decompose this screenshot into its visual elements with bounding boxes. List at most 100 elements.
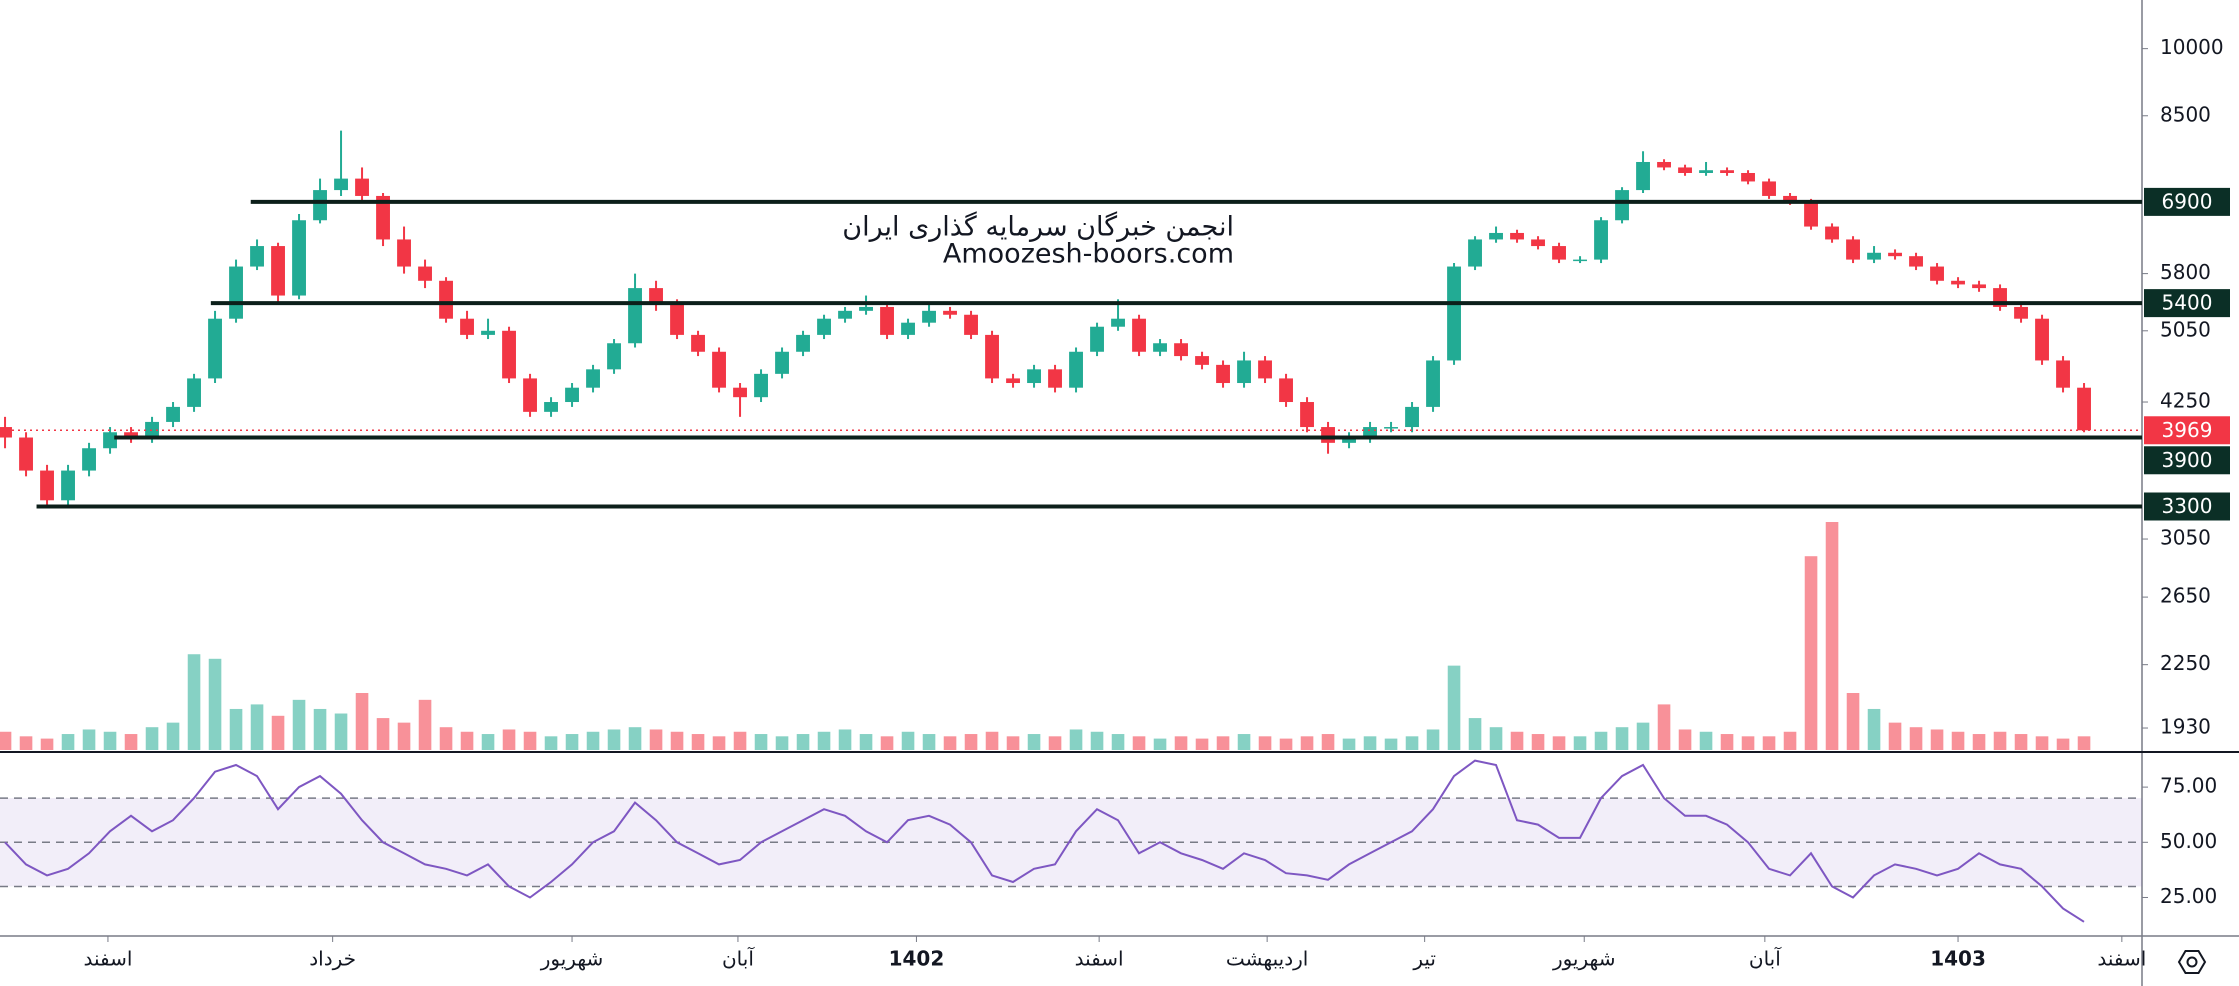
candle-body [943,310,957,315]
candle-body [544,402,558,412]
candle-body [628,288,642,344]
candle-body [817,318,831,335]
candle-body [1342,437,1356,443]
candle-body [1510,232,1524,240]
candle-body [2056,360,2070,388]
volume-bar [1447,665,1461,750]
volume-bar [628,727,642,750]
y-tick-label: 2650 [2160,584,2211,608]
volume-bar [880,736,894,750]
candle-body [1972,284,1986,289]
candle-body [1783,195,1797,202]
candle-body [1720,170,1734,173]
level-label-box [2144,289,2230,318]
volume-bar [1258,736,1272,750]
candle-body [376,195,390,240]
candle-body [481,330,495,335]
candle-body [985,334,999,379]
candle-body [1636,161,1650,191]
y-tick-label: 4250 [2160,389,2211,413]
volume-bar [1888,722,1902,750]
volume-bar [1069,729,1083,750]
y-tick-label: 3050 [2160,526,2211,550]
volume-bar [0,731,12,750]
y-tick-label: 5800 [2160,260,2211,284]
volume-bar [1531,734,1545,750]
candle-body [2077,387,2091,431]
volume-bar [1048,736,1062,750]
candle-body [712,351,726,388]
volume-bar [817,731,831,750]
candle-body [880,306,894,335]
level-label-box [2144,446,2230,475]
volume-bar [2035,736,2049,750]
volume-bar [775,736,789,750]
volume-bar [439,727,453,750]
candle-body [439,280,453,319]
candle-body [1573,259,1587,262]
volume-bar [19,736,33,750]
volume-bar [1342,738,1356,750]
watermark-text: Amoozesh-boors.com [943,239,1234,270]
x-tick-label: اسفند [2097,947,2146,971]
volume-bar [565,734,579,750]
volume-bar [1384,738,1398,750]
candle-body [1027,369,1041,384]
candle-body [1321,427,1335,443]
candle-body [1216,364,1230,384]
candle-body [250,246,264,267]
candle-body [82,448,96,471]
candle-body [19,437,33,471]
candle-body [103,432,117,449]
volume-bar [1867,708,1881,750]
volume-bar [124,734,138,750]
candle-body [208,318,222,379]
candle-body [775,351,789,374]
volume-bar [1153,738,1167,750]
volume-bar [1195,738,1209,750]
candle-body [922,310,936,323]
candle-body [964,314,978,335]
volume-bar [271,715,285,750]
candle-body [649,288,663,304]
candle-body [754,373,768,398]
candle-body [124,432,138,438]
volume-bar [1804,556,1818,750]
level-label-box [2144,492,2230,521]
volume-bar [82,729,96,750]
candle-body [1909,256,1923,267]
candle-body [523,378,537,412]
candle-body [334,178,348,191]
volume-bar [481,734,495,750]
y-tick-label: 8500 [2160,102,2211,126]
candle-body [1111,318,1125,327]
volume-bar [1972,734,1986,750]
volume-bar [1426,729,1440,750]
candle-body [0,427,12,438]
candle-body [670,303,684,335]
volume-bar [1993,731,2007,750]
volume-bar [1027,734,1041,750]
volume-bar [1111,734,1125,750]
volume-bar [376,718,390,750]
candle-body [1405,406,1419,428]
candle-body [1237,360,1251,384]
volume-bar [1762,736,1776,750]
volume-bar [1783,731,1797,750]
level-label: 6900 [2162,189,2213,213]
volume-bar [1720,734,1734,750]
volume-bar [670,731,684,750]
candle-body [40,470,54,501]
candle-body [586,369,600,388]
rsi-line [4,759,2085,923]
candle-body [166,406,180,422]
volume-bar [187,654,201,750]
candle-body [1594,220,1608,260]
candle-body [292,220,306,296]
volume-bar [1090,731,1104,750]
volume-bar [313,708,327,750]
volume-bar [1405,736,1419,750]
settings-icon[interactable] [2177,950,2207,974]
candle-body [502,330,516,379]
candle-body [1006,378,1020,384]
